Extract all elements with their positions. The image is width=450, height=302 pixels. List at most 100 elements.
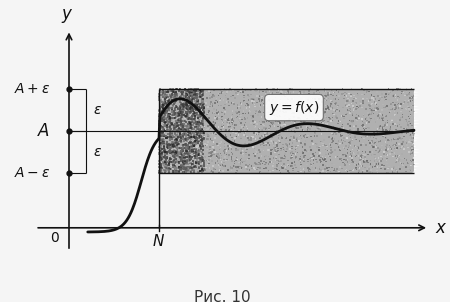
Point <box>306 167 313 172</box>
Point <box>346 143 353 148</box>
Point <box>391 109 398 114</box>
Point <box>188 161 195 166</box>
Point <box>258 94 265 99</box>
Point <box>180 156 188 160</box>
Point <box>191 93 198 98</box>
Point <box>310 156 317 160</box>
Point <box>219 162 226 167</box>
Point <box>232 157 239 162</box>
Point <box>235 118 242 123</box>
Point <box>261 123 268 128</box>
Point <box>352 129 360 133</box>
Point <box>284 146 291 151</box>
Point <box>252 152 259 156</box>
Point <box>341 96 348 101</box>
Point <box>193 111 200 116</box>
Point <box>156 105 163 110</box>
Point <box>156 131 163 136</box>
Point <box>296 103 303 108</box>
Point <box>217 127 225 132</box>
Point <box>343 111 351 116</box>
Point <box>223 157 230 162</box>
Point <box>390 171 397 175</box>
Point <box>225 168 232 172</box>
Point <box>179 92 186 96</box>
Point <box>311 117 318 122</box>
Point <box>333 93 340 98</box>
Point <box>312 157 319 162</box>
Point <box>173 142 180 147</box>
Point <box>193 157 200 162</box>
Point <box>218 115 225 120</box>
Point <box>253 132 261 137</box>
Point <box>378 114 386 119</box>
Point <box>171 135 178 140</box>
Point <box>168 127 175 132</box>
Point <box>377 159 384 163</box>
Point <box>243 162 250 167</box>
Point <box>179 158 186 163</box>
Point <box>384 129 391 133</box>
Point <box>261 143 268 148</box>
Polygon shape <box>414 137 420 139</box>
Point <box>156 92 163 97</box>
Point <box>266 123 273 128</box>
Point <box>276 159 284 164</box>
Point <box>171 110 179 115</box>
Point <box>179 89 186 94</box>
Point <box>246 162 253 167</box>
Point <box>363 121 370 126</box>
Point <box>174 137 181 141</box>
Point <box>228 115 235 120</box>
Point <box>175 143 182 148</box>
Point <box>409 150 416 155</box>
Point <box>180 119 188 124</box>
Point <box>243 101 251 106</box>
Point <box>370 98 378 103</box>
Point <box>184 151 191 156</box>
Point <box>347 119 354 124</box>
Point <box>379 125 386 130</box>
Point <box>200 130 207 134</box>
Point <box>171 115 178 120</box>
Point <box>317 155 324 160</box>
Point <box>392 137 400 142</box>
Point <box>172 115 179 120</box>
Point <box>166 166 173 171</box>
Point <box>403 119 410 124</box>
Point <box>188 141 195 146</box>
Point <box>292 123 300 128</box>
Point <box>160 163 167 168</box>
Point <box>249 145 256 149</box>
Point <box>194 140 201 145</box>
Point <box>172 140 179 145</box>
Point <box>386 110 393 115</box>
Point <box>291 95 298 99</box>
Point <box>194 129 202 134</box>
Point <box>291 162 298 167</box>
Point <box>157 141 164 146</box>
Point <box>168 94 175 99</box>
Point <box>166 155 173 159</box>
Point <box>186 99 194 104</box>
Point <box>346 168 354 173</box>
Point <box>405 145 412 150</box>
Point <box>198 109 205 114</box>
Point <box>307 159 314 163</box>
Point <box>171 99 179 104</box>
Point <box>243 106 250 111</box>
Point <box>342 157 350 162</box>
Point <box>184 103 191 108</box>
Point <box>191 116 198 120</box>
Point <box>243 128 251 133</box>
Point <box>174 123 181 127</box>
Point <box>373 107 380 111</box>
Point <box>158 109 166 114</box>
Point <box>200 120 207 125</box>
Point <box>174 120 181 125</box>
Point <box>213 108 220 112</box>
Point <box>191 140 198 145</box>
Point <box>277 170 284 175</box>
Point <box>388 147 395 152</box>
Point <box>266 169 274 174</box>
